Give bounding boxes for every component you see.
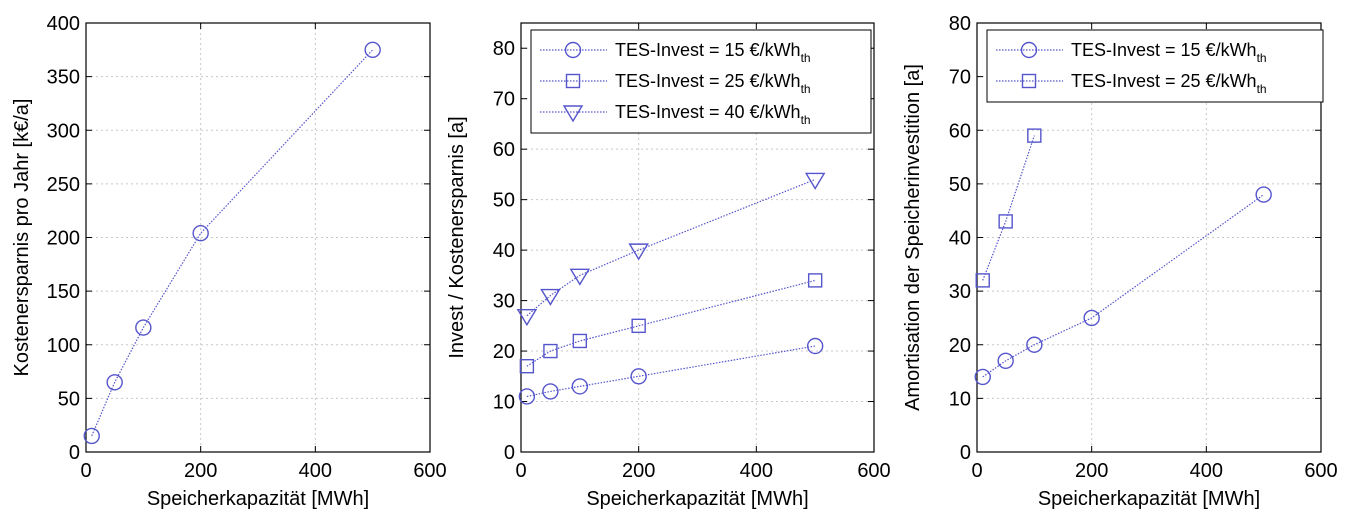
y-tick-label: 70: [949, 67, 971, 89]
x-tick-label: 0: [971, 460, 982, 482]
y-tick-label: 0: [960, 442, 971, 464]
y-tick-label: 30: [493, 291, 515, 313]
series-line: [91, 49, 374, 437]
data-point: [804, 172, 826, 190]
x-tick-label: 200: [184, 460, 217, 482]
y-tick-label: 150: [47, 281, 80, 303]
data-point: [106, 374, 123, 391]
x-axis-label: Speicherkapazität [MWh]: [1038, 488, 1260, 510]
series-1: [974, 186, 1272, 386]
y-tick-label: 20: [949, 335, 971, 357]
x-tick-label: 0: [515, 460, 526, 482]
series-line: [982, 194, 1265, 378]
legend-marker: [1021, 73, 1037, 89]
data-point: [807, 273, 823, 288]
data-point: [519, 359, 535, 374]
y-axis-label: Amortisation der Speicherinvestition [a]: [902, 64, 924, 411]
series-line: [526, 178, 816, 317]
y-tick-label: 250: [47, 174, 80, 196]
y-tick-label: 50: [58, 388, 80, 410]
data-point: [630, 368, 647, 385]
x-tick-label: 600: [857, 460, 890, 482]
y-tick-label: 80: [493, 38, 515, 60]
data-point: [192, 225, 209, 242]
chart-panel-3: 0 200 400 600 0 10 20 30 40 50 60 70 80 Speicherkapaz…: [902, 13, 1338, 510]
series-2: [519, 273, 823, 374]
chart-panel-2: 0 200 400 600 0 10 20 30 40 50 60 70 80 Speicherkapaz…: [446, 22, 891, 510]
data-point: [542, 383, 559, 400]
x-tick-label: 600: [413, 460, 446, 482]
plot-area: [520, 22, 875, 453]
y-tick-label: 50: [493, 190, 515, 212]
series-line: [982, 135, 1035, 281]
y-tick-label: 200: [47, 228, 80, 250]
data-point: [806, 337, 824, 355]
legend-marker: [564, 41, 582, 59]
data-point: [572, 333, 588, 349]
data-point: [1255, 186, 1272, 203]
x-axis-label: Speicherkapazität [MWh]: [586, 488, 808, 510]
legend-marker: [565, 73, 581, 89]
y-tick-label: 60: [949, 120, 971, 142]
data-point: [543, 343, 558, 359]
x-tick-label: 600: [1304, 460, 1337, 482]
x-tick-label: 400: [1190, 460, 1223, 482]
data-point: [135, 319, 152, 336]
y-axis-label: Invest / Kostenersparnis [a]: [446, 116, 468, 358]
legend-marker: [562, 105, 584, 123]
x-tick-label: 400: [299, 460, 332, 482]
y-tick-label: 10: [493, 392, 515, 414]
y-tick-label: 80: [949, 13, 971, 35]
x-tick-label: 400: [740, 460, 773, 482]
x-axis-label: Speicherkapazität [MWh]: [147, 488, 369, 510]
x-tick-label: 0: [80, 460, 91, 482]
data-point: [631, 318, 646, 334]
legend-marker: [1020, 41, 1038, 59]
data-point: [83, 427, 100, 445]
series-1: [518, 337, 824, 405]
y-tick-label: 100: [47, 335, 80, 357]
data-point: [975, 273, 990, 288]
chart-panel-1: 0 200 400 600 0 50 100 150 200 250 300 350 400 Speich…: [11, 13, 447, 510]
data-point: [998, 214, 1013, 229]
series-line: [526, 345, 816, 398]
data-point: [997, 352, 1014, 370]
data-point: [571, 378, 589, 395]
data-point: [518, 388, 536, 405]
data-point: [1026, 336, 1043, 353]
legend-box: [986, 29, 1324, 103]
x-tick-label: 200: [622, 460, 655, 482]
y-tick-label: 350: [47, 67, 80, 89]
y-tick-label: 50: [949, 174, 971, 196]
legend-box: [530, 29, 872, 134]
data-point: [974, 368, 991, 386]
y-tick-label: 40: [949, 228, 971, 250]
y-tick-label: 40: [493, 240, 515, 262]
y-tick-label: 10: [949, 388, 971, 410]
y-tick-label: 400: [47, 13, 80, 35]
y-tick-label: 60: [493, 139, 515, 161]
y-tick-label: 300: [47, 120, 80, 142]
y-tick-label: 20: [493, 341, 515, 363]
data-point: [569, 268, 591, 286]
data-point: [516, 309, 538, 327]
y-axis-label: Kostenersparnis pro Jahr [k€/a]: [11, 99, 33, 377]
series-2: [975, 128, 1042, 288]
series-line: [526, 279, 816, 367]
series-3: [516, 172, 826, 327]
y-tick-label: 0: [504, 442, 515, 464]
series-1: [83, 41, 381, 445]
x-tick-label: 200: [1075, 460, 1108, 482]
data-point: [1027, 128, 1042, 143]
y-tick-label: 70: [493, 89, 515, 111]
data-point: [364, 41, 381, 59]
data-point: [1083, 309, 1100, 327]
y-tick-label: 0: [69, 442, 80, 464]
data-point: [540, 288, 561, 306]
data-point: [628, 243, 649, 261]
y-tick-label: 30: [949, 281, 971, 303]
